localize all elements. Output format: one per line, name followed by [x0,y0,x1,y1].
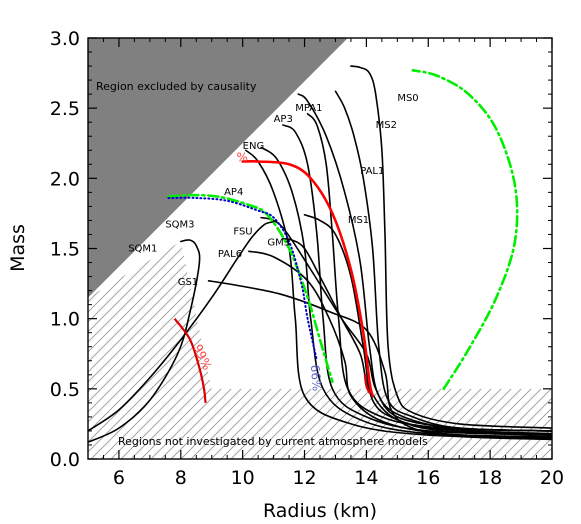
y-axis-title: Mass [7,224,29,272]
x-tick-label: 10 [231,467,255,489]
y-tick-label: 0.0 [50,449,80,471]
x-tick-label: 6 [113,467,125,489]
curve-gm3 [282,237,552,435]
curve-label-sqm3: SQM3 [165,219,194,230]
atmosphere-hatched-region [88,388,552,459]
curve-label-eng: ENG [243,141,265,152]
curve-ap4 [245,149,552,439]
curve-pal6 [248,250,552,439]
contour-label-1: 66% [308,364,324,392]
contour-curve-16 [167,193,334,384]
x-tick-label: 14 [354,467,378,489]
contour-curve-15 [411,69,519,391]
x-tick-label: 20 [540,467,564,489]
axes-layer: 6 8 10 12 14 16 18 20 0.0 0.5 1.0 1.5 2.0 2.5 3.0 [50,28,564,489]
curve-ms1 [303,214,552,436]
atmosphere-region-label: Regions not investigated by current atmo… [118,435,428,448]
regions-layer [88,38,552,459]
curve-label-sqm1: SQM1 [128,243,157,254]
curve-label-mpa1: MPA1 [295,103,322,114]
curve-sqm3 [88,221,275,432]
curve-label-ms0: MS0 [397,93,418,104]
contour-segment-0 [173,318,207,403]
contour-curve-14 [241,159,374,398]
x-axis-title: Radius (km) [263,500,377,522]
contour-label-2: % [236,150,247,164]
x-tick-label: 18 [478,467,502,489]
curve-sqm1 [88,239,201,443]
curve-eng [260,146,552,438]
y-tick-label: 0.5 [50,379,80,401]
curve-mpa1 [306,113,552,432]
causality-excluded-region [88,38,348,298]
curve-ms0 [350,65,552,429]
curve-ap3 [282,124,552,436]
curve-label-ap4: AP4 [224,187,243,198]
curve-label-ap3: AP3 [274,114,293,125]
y-tick-label: 2.5 [50,98,80,120]
curve-label-gs1: GS1 [178,277,198,288]
x-tick-label: 12 [292,467,316,489]
curve-label-gm3: GM3 [267,238,290,249]
curve-label-ms2: MS2 [376,120,397,131]
y-tick-label: 1.0 [50,309,80,331]
curve-gs1 [207,280,552,441]
contour-curve-17 [167,196,318,362]
y-tick-label: 1.5 [50,239,80,261]
contour-segment-1 [363,374,371,394]
causality-region-label: Region excluded by causality [96,80,257,93]
x-tick-label: 16 [416,467,440,489]
x-tick-label: 8 [175,467,187,489]
series-layer [88,65,552,443]
curve-ms2 [334,90,552,432]
curve-pal1 [297,93,552,435]
lower-left-hatched-region [88,241,212,389]
curve-label-fsu: FSU [233,226,252,237]
curve-label-ms1: MS1 [348,215,369,226]
curve-label-pal1: PAL1 [360,166,384,177]
curve-label-pal6: PAL6 [218,249,242,260]
y-tick-label: 3.0 [50,28,80,50]
y-tick-label: 2.0 [50,168,80,190]
